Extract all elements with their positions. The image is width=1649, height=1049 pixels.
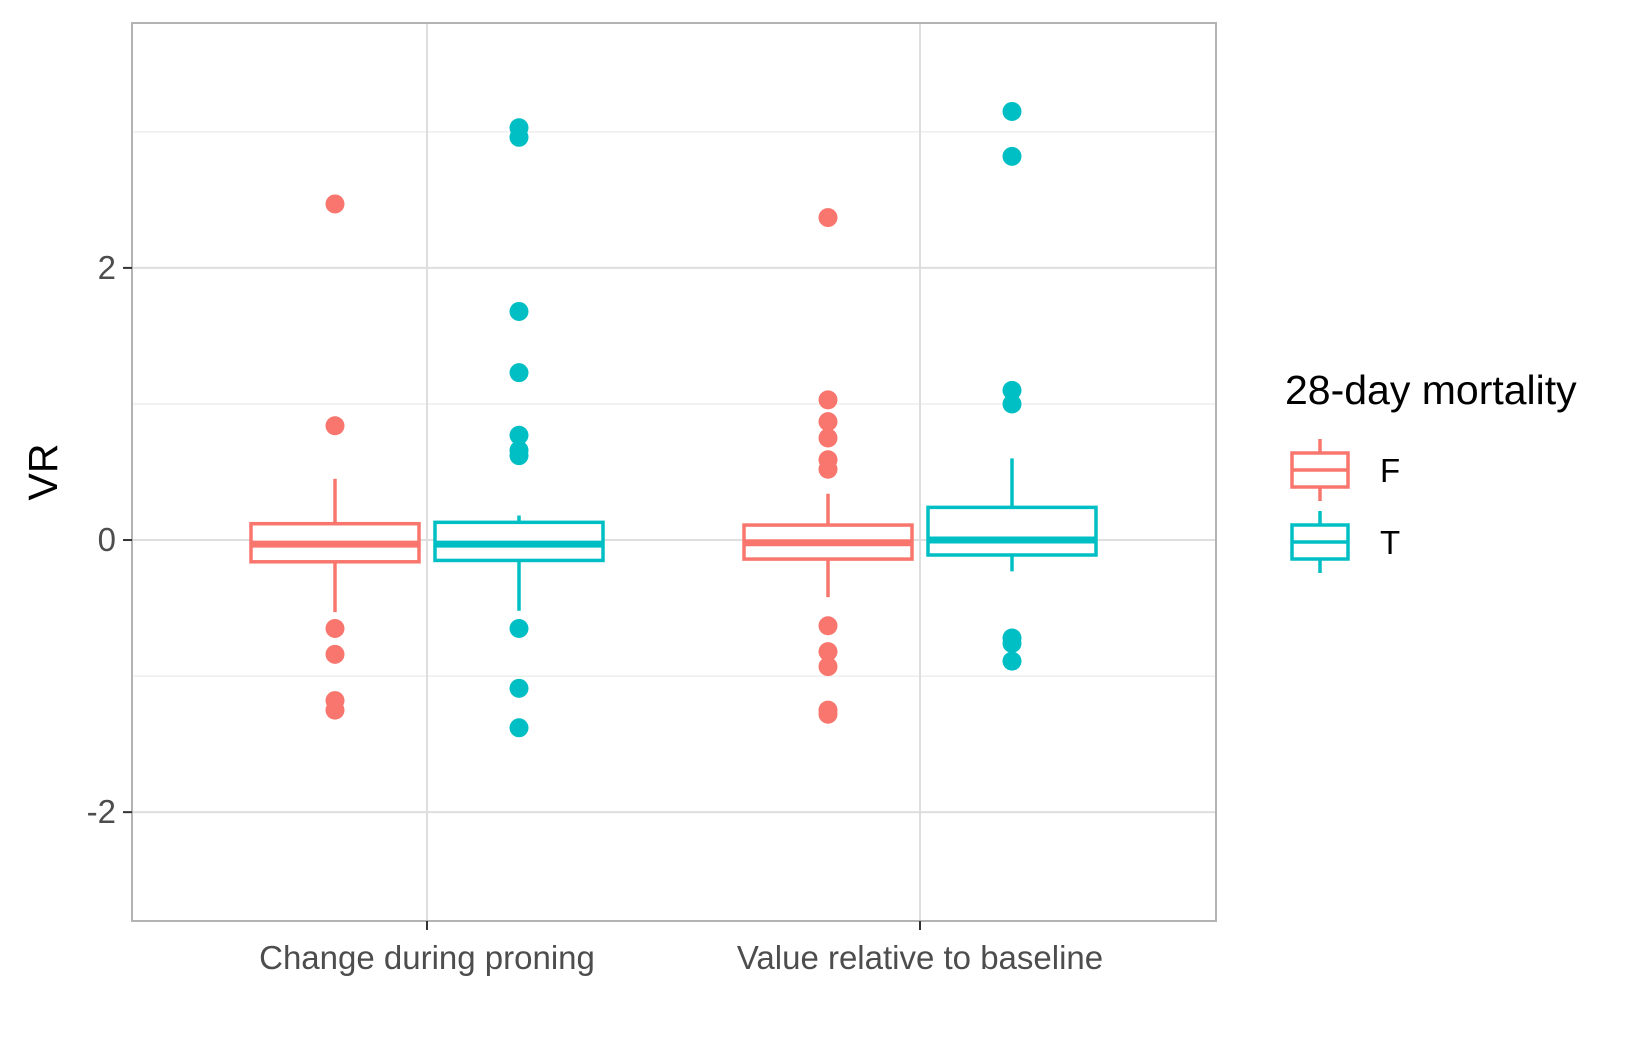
outlier-point <box>509 446 529 466</box>
x-tick-label: Value relative to baseline <box>737 939 1103 976</box>
outlier-point <box>818 208 838 228</box>
grid-minor <box>132 131 1216 677</box>
box-iqr <box>926 505 1098 557</box>
outlier-point <box>509 718 529 738</box>
outlier-point <box>325 416 345 436</box>
legend: FT <box>1290 439 1400 573</box>
legend-label: F <box>1380 452 1400 489</box>
outlier-point <box>325 194 345 214</box>
outlier-point <box>509 678 529 698</box>
plot-panel-border <box>131 22 1217 922</box>
outlier-point <box>325 644 345 664</box>
y-tick-label: 2 <box>98 249 116 286</box>
outlier-point <box>509 301 529 321</box>
legend-label: T <box>1380 524 1400 561</box>
outlier-point <box>818 616 838 636</box>
outlier-point <box>818 657 838 677</box>
outlier-point <box>325 700 345 720</box>
outlier-point <box>1002 633 1022 653</box>
outlier-point <box>818 412 838 432</box>
outlier-point <box>1002 394 1022 414</box>
outlier-point <box>1002 651 1022 671</box>
y-axis-title: VR <box>20 444 66 501</box>
outlier-point <box>509 127 529 147</box>
outlier-point <box>1002 146 1022 166</box>
outlier-point <box>818 390 838 410</box>
axis-ticks: -2 0 2 Change during proning Value relative … <box>87 249 1103 976</box>
grid-major <box>132 23 1216 921</box>
outlier-point <box>818 428 838 448</box>
outlier-point <box>325 618 345 638</box>
outlier-point <box>509 425 529 445</box>
outlier-point <box>818 704 838 724</box>
y-tick-label: 0 <box>98 521 116 558</box>
x-tick-label: Change during proning <box>259 939 595 976</box>
outlier-point <box>509 363 529 383</box>
outlier-point <box>1002 380 1022 400</box>
outlier-point <box>818 642 838 662</box>
outlier-point <box>1002 101 1022 121</box>
outlier-point <box>818 459 838 479</box>
legend-title: 28-day mortality <box>1285 367 1577 413</box>
y-tick-label: -2 <box>87 793 116 830</box>
outlier-point <box>509 618 529 638</box>
boxes <box>249 101 1098 738</box>
